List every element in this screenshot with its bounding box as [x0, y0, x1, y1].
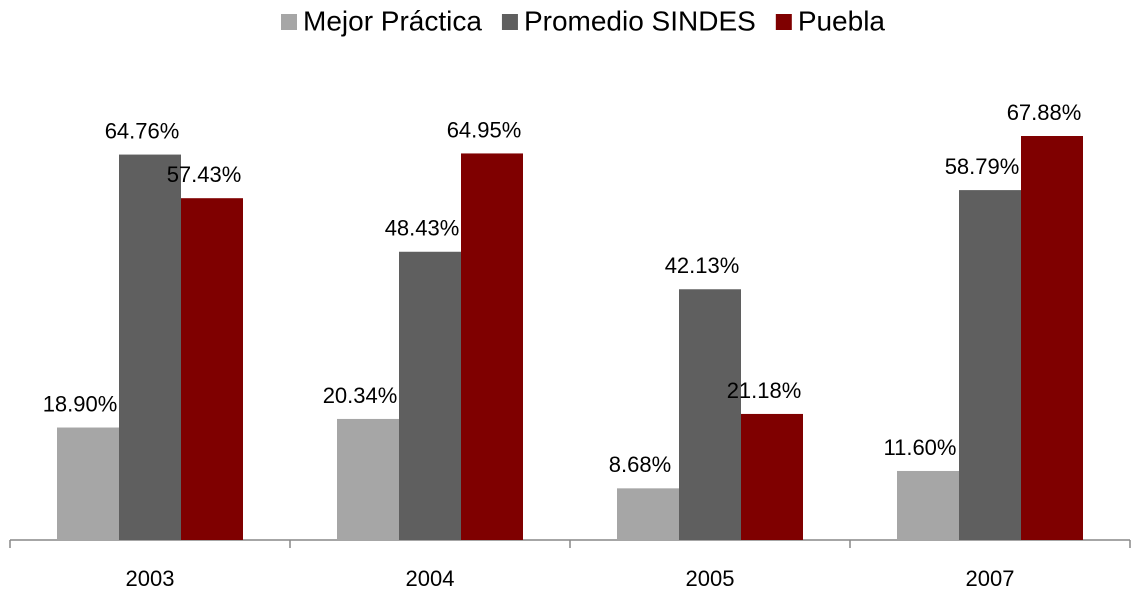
data-label: 18.90% — [43, 391, 118, 416]
bar — [741, 413, 803, 540]
x-tick-label: 2007 — [966, 566, 1015, 591]
data-label: 57.43% — [167, 162, 242, 187]
bar — [1021, 136, 1083, 540]
bar — [337, 418, 399, 540]
legend-swatch — [775, 14, 792, 30]
legend-label: Mejor Práctica — [303, 5, 482, 36]
data-label: 67.88% — [1007, 100, 1082, 125]
data-label: 42.13% — [665, 253, 740, 278]
legend-swatch — [501, 14, 518, 30]
bar — [57, 427, 119, 540]
bar — [679, 289, 741, 540]
legend-label: Puebla — [798, 5, 886, 36]
x-tick-label: 2004 — [406, 566, 455, 591]
bar — [119, 154, 181, 540]
data-label: 21.18% — [727, 378, 802, 403]
data-label: 64.95% — [447, 117, 522, 142]
legend-swatch — [281, 14, 297, 30]
bar — [399, 251, 461, 540]
data-label: 48.43% — [385, 216, 460, 241]
data-label: 64.76% — [105, 118, 180, 143]
x-tick-label: 2005 — [686, 566, 735, 591]
data-label: 8.68% — [609, 452, 671, 477]
x-tick-label: 2003 — [126, 566, 175, 591]
data-label: 11.60% — [884, 435, 957, 460]
data-label: 20.34% — [323, 383, 398, 408]
bar — [461, 153, 523, 540]
bar — [181, 198, 243, 540]
bar — [897, 470, 959, 540]
bar — [617, 488, 679, 540]
legend-label: Promedio SINDES — [524, 5, 756, 36]
data-label: 58.79% — [945, 154, 1020, 179]
bar — [959, 190, 1021, 540]
